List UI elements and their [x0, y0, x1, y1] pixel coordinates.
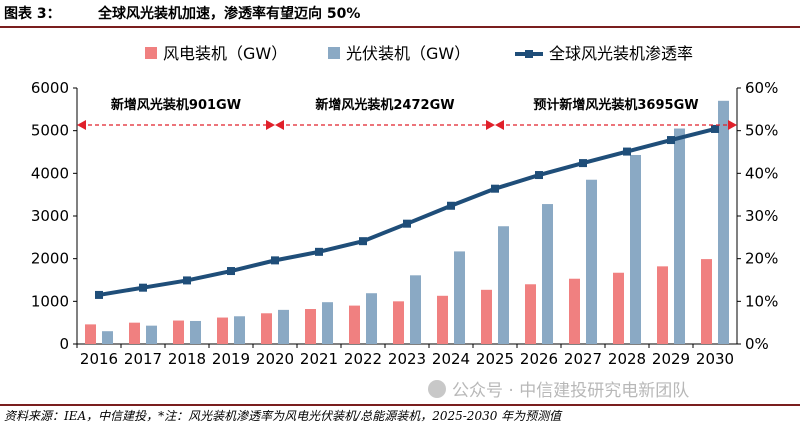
solar-bar [630, 154, 641, 344]
wind-bar [393, 301, 404, 344]
solar-bar [366, 293, 377, 344]
solar-bar [718, 100, 729, 344]
x-tick-label: 2028 [608, 350, 646, 368]
penetration-point [491, 184, 499, 193]
wind-bar [85, 324, 96, 344]
wind-bar [613, 272, 624, 344]
legend-marker [525, 50, 533, 58]
wechat-icon [428, 379, 446, 398]
penetration-point [711, 124, 719, 133]
x-tick-label: 2021 [300, 350, 338, 368]
x-tick-label: 2024 [432, 350, 470, 368]
y-left-tick-label: 4000 [31, 164, 69, 182]
y-right-tick-label: 50% [745, 122, 778, 140]
legend-label: 风电装机（GW） [163, 44, 287, 63]
penetration-point [447, 201, 455, 210]
penetration-point [579, 159, 587, 168]
x-tick-label: 2016 [80, 350, 118, 368]
penetration-point [535, 171, 543, 180]
source-note: 资料来源：IEA，中信建投，*注：风光装机渗透率为风电光伏装机/总能源装机，20… [0, 404, 800, 426]
y-left-tick-label: 1000 [31, 292, 69, 310]
figure-header: 图表 3： 全球风光装机加速，渗透率有望迈向 50% [0, 0, 800, 28]
annotation-arrowhead-left [495, 120, 504, 130]
wind-bar [217, 317, 228, 344]
wind-bar [173, 320, 184, 344]
solar-bar [278, 309, 289, 344]
figure-title: 全球风光装机加速，渗透率有望迈向 50% [98, 6, 361, 22]
y-left-tick-label: 0 [59, 335, 69, 353]
y-right-tick-label: 10% [745, 292, 778, 310]
x-tick-label: 2020 [256, 350, 294, 368]
x-tick-label: 2029 [652, 350, 690, 368]
solar-bar [102, 331, 113, 344]
solar-bar [586, 179, 597, 344]
annotation-arrowhead-left [77, 120, 86, 130]
solar-bar [454, 251, 465, 344]
annotation-arrowhead-right [728, 120, 737, 130]
wind-bar [261, 313, 272, 344]
x-tick-label: 2030 [696, 350, 734, 368]
solar-bar [322, 302, 333, 344]
y-right-tick-label: 20% [745, 250, 778, 268]
watermark: 公众号 · 中信建投研究电新团队 [428, 376, 689, 401]
solar-bar [190, 320, 201, 344]
x-tick-label: 2018 [168, 350, 206, 368]
watermark-text: 公众号 · 中信建投研究电新团队 [452, 381, 690, 401]
wind-bar [701, 259, 712, 344]
penetration-point [95, 290, 103, 299]
solar-bar [542, 204, 553, 344]
wind-bar [305, 309, 316, 344]
penetration-point [315, 247, 323, 256]
wind-bar [525, 284, 536, 344]
penetration-point [667, 136, 675, 145]
wind-bar [129, 322, 140, 344]
x-tick-label: 2025 [476, 350, 514, 368]
figure-label: 图表 3： [4, 6, 61, 22]
penetration-point [403, 219, 411, 228]
penetration-point [271, 256, 279, 265]
y-left-tick-label: 6000 [31, 79, 69, 97]
x-tick-label: 2017 [124, 350, 162, 368]
wind-bar [349, 305, 360, 344]
y-left-tick-label: 3000 [31, 207, 69, 225]
penetration-point [139, 283, 147, 292]
y-left-tick-label: 2000 [31, 250, 69, 268]
x-tick-label: 2019 [212, 350, 250, 368]
combo-chart: 0 1000 2000 3000 4000 5000 6000 0% 10% 20% 30% 40% 5… [31, 44, 779, 368]
solar-bar [674, 128, 685, 344]
annotation-label: 新增风光装机2472GW [315, 97, 454, 113]
legend-label: 光伏装机（GW） [346, 44, 470, 63]
x-tick-label: 2026 [520, 350, 558, 368]
legend-swatch [145, 47, 157, 59]
y-right-tick-label: 30% [745, 207, 778, 225]
wind-bar [481, 289, 492, 344]
wind-bar [437, 295, 448, 344]
solar-bar [410, 275, 421, 344]
y-right-tick-label: 60% [745, 79, 778, 97]
y-right-tick-label: 0% [745, 335, 769, 353]
y-left-tick-label: 5000 [31, 122, 69, 140]
x-tick-label: 2022 [344, 350, 382, 368]
solar-bar [498, 226, 509, 344]
legend-swatch [328, 47, 340, 59]
source-text: 资料来源：IEA，中信建投，*注：风光装机渗透率为风电光伏装机/总能源装机，20… [4, 409, 562, 423]
penetration-line [98, 127, 716, 297]
penetration-point [623, 147, 631, 156]
annotation-label: 新增风光装机901GW [111, 97, 241, 113]
x-tick-label: 2027 [564, 350, 602, 368]
y-right-tick-label: 40% [745, 164, 778, 182]
penetration-point [359, 237, 367, 246]
annotation-label: 预计新增风光装机3695GW [533, 97, 698, 113]
wind-bar [657, 266, 668, 344]
penetration-point [227, 267, 235, 276]
annotation-arrowhead-right [266, 120, 275, 130]
solar-bar [146, 325, 157, 344]
penetration-point [183, 276, 191, 285]
x-tick-label: 2023 [388, 350, 426, 368]
legend-label: 全球风光装机渗透率 [549, 44, 693, 63]
annotation-arrowhead-left [275, 120, 284, 130]
annotation-arrowhead-right [486, 120, 495, 130]
solar-bar [234, 316, 245, 344]
wind-bar [569, 278, 580, 344]
